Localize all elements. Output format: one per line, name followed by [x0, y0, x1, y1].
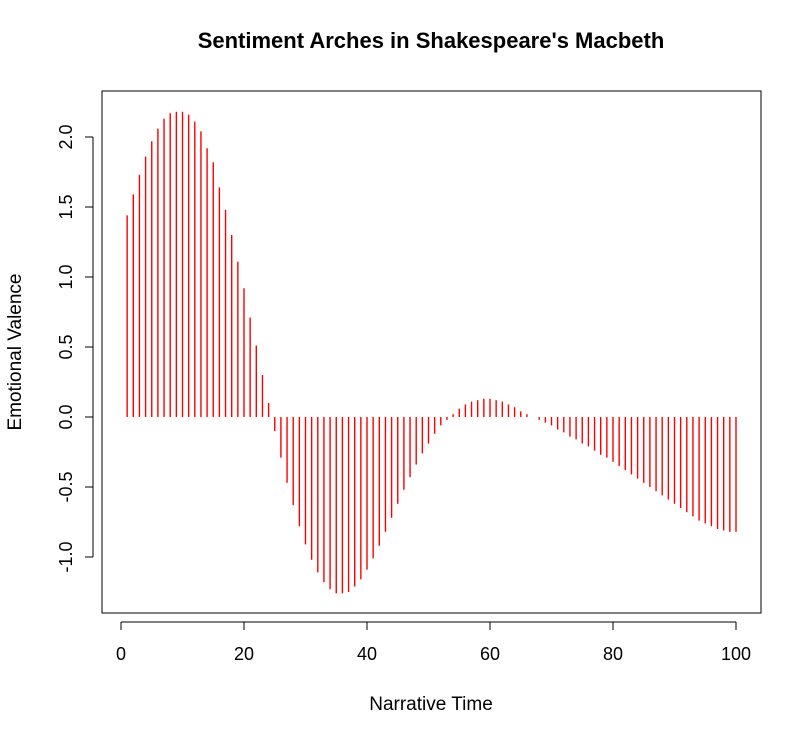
y-axis-label: Emotional Valence	[5, 273, 26, 430]
x-tick-label: 20	[234, 644, 254, 664]
plot-area-frame	[101, 90, 762, 614]
y-tick-label: -0.5	[56, 471, 76, 502]
y-axis: -1.0 -0.5 0.0 0.5 1.0 1.5 2.0	[56, 124, 94, 573]
x-axis-label: Narrative Time	[369, 694, 493, 715]
x-tick-label: 0	[116, 644, 126, 664]
chart-title: Sentiment Arches in Shakespeare's Macbet…	[198, 28, 665, 53]
x-tick-label: 80	[603, 644, 623, 664]
y-tick-label: 1.0	[56, 264, 76, 289]
y-tick-label: -1.0	[56, 541, 76, 572]
x-axis: 0 20 40 60 80 100	[116, 621, 751, 664]
x-tick-label: 40	[357, 644, 377, 664]
bar-series	[126, 111, 737, 594]
y-tick-label: 1.5	[56, 194, 76, 219]
y-tick-label: 2.0	[56, 124, 76, 149]
y-tick-label: 0.5	[56, 334, 76, 359]
y-tick-label: 0.0	[56, 404, 76, 429]
x-tick-label: 100	[721, 644, 751, 664]
x-tick-label: 60	[480, 644, 500, 664]
